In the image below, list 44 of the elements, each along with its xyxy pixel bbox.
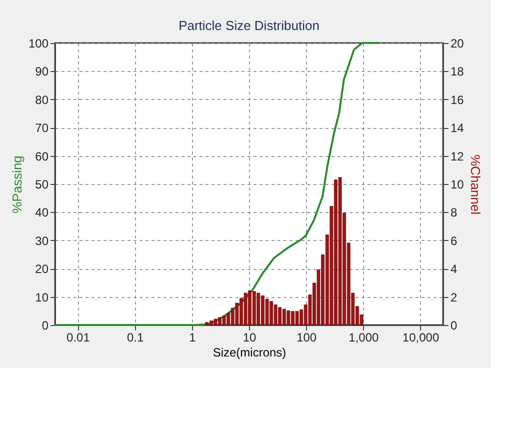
y2-tick-label: 20 xyxy=(450,36,464,50)
y-tick-label: 20 xyxy=(35,262,49,276)
bar xyxy=(222,315,226,326)
y-tick-label: 10 xyxy=(35,290,49,304)
y-tick-label: 90 xyxy=(35,64,49,79)
x-tick-label: 100 xyxy=(296,330,317,344)
y2-axis-title: %Channel xyxy=(468,154,483,215)
bar xyxy=(295,311,299,326)
y-tick-label: 0 xyxy=(42,318,49,332)
y2-tick-label: 18 xyxy=(450,64,464,79)
x-tick-label: 1 xyxy=(189,330,196,344)
y-tick-label: 70 xyxy=(35,121,49,136)
y2-tick-label: 6 xyxy=(450,234,458,248)
y-tick-label: 50 xyxy=(35,178,49,192)
x-tick-label: 0.1 xyxy=(126,330,144,344)
x-axis-title: Size(microns) xyxy=(212,346,286,360)
y2-tick-label: 10 xyxy=(450,178,464,192)
y2-tick-label: 0 xyxy=(450,318,458,332)
y2-tick-label: 16 xyxy=(450,92,464,107)
y-tick-label: 100 xyxy=(28,36,49,50)
x-tick-label: 0.01 xyxy=(66,330,90,344)
x-tick-label: 10,000 xyxy=(402,330,440,344)
x-tick-label: 10 xyxy=(242,330,256,344)
y-tick-label: 30 xyxy=(35,234,49,248)
y2-tick-label: 2 xyxy=(450,290,458,304)
y2-tick-label: 8 xyxy=(450,206,458,220)
y2-tick-label: 14 xyxy=(450,121,464,136)
y2-tick-label: 4 xyxy=(450,262,458,276)
chart-title: Particle Size Distribution xyxy=(178,18,320,33)
bar xyxy=(244,292,248,326)
y-tick-label: 60 xyxy=(35,149,49,164)
y-axis-title: %Passing xyxy=(9,156,24,214)
y2-tick-label: 12 xyxy=(450,149,464,164)
y-tick-label: 80 xyxy=(35,92,49,107)
bar xyxy=(214,318,218,326)
bar xyxy=(265,298,269,326)
x-tick-label: 1,000 xyxy=(348,330,380,344)
bar xyxy=(286,310,290,326)
bar xyxy=(274,304,278,326)
y-tick-label: 40 xyxy=(35,206,49,220)
bar xyxy=(252,291,256,326)
bar xyxy=(205,322,209,326)
bar xyxy=(256,292,260,326)
bar xyxy=(338,177,342,326)
